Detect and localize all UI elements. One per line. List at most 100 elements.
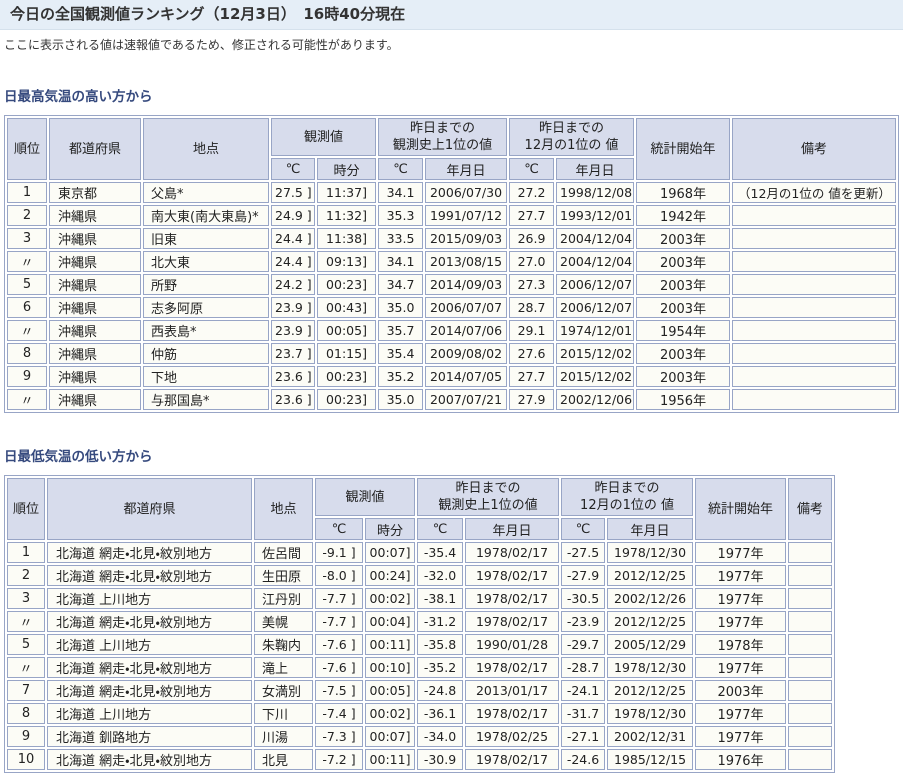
table-cell: 1978年 [695,634,787,655]
table-cell: 35.3 [378,205,424,226]
table-cell: 1954年 [636,320,731,341]
col-header-start-year: 統計開始年 [695,478,787,540]
table-cell: 1977年 [695,726,787,747]
table-cell: 24.9 ] [271,205,315,226]
table-cell: 35.7 [378,320,424,341]
table-cell: 00:07] [365,542,416,563]
table-cell: 2012/12/25 [607,680,694,701]
table-cell: -7.7 ] [315,611,363,632]
table-cell: 北海道 上川地方 [47,634,252,655]
table-cell: 旧東 [143,228,269,249]
table-cell: 2013/08/15 [425,251,508,272]
preliminary-note: ここに表示される値は速報値であるため、修正される可能性があります。 [4,38,399,52]
col-header-remarks: 備考 [788,478,833,540]
col-header-observed-time: 時分 [365,518,416,540]
table-cell: -24.6 [561,749,606,770]
table-cell: 27.3 [509,274,555,295]
table-cell [788,634,833,655]
col-header-record-celsius: ℃ [417,518,464,540]
table-cell: 朱鞠内 [254,634,313,655]
table-cell: 00:11] [365,634,416,655]
table-cell: -9.1 ] [315,542,363,563]
col-header-december-group: 昨日までの 12月の1位の 値 [509,118,635,156]
table-cell: 沖縄県 [49,343,141,364]
col-header-remarks: 備考 [732,118,897,180]
table-cell: 27.5 ] [271,182,315,203]
december-group-line2: 12月の1位の 値 [524,138,619,153]
table-cell: 2006/12/07 [556,274,635,295]
table-cell: 1974/12/01 [556,320,635,341]
table-cell: 1978/02/17 [465,542,560,563]
table-cell: 09:13] [317,251,377,272]
table-cell: 1942年 [636,205,731,226]
table-cell: 2002/12/26 [607,588,694,609]
table-cell [732,389,897,410]
table-cell: 01:15] [317,343,377,364]
table-cell: 00:24] [365,565,416,586]
table-cell: -7.7 ] [315,588,363,609]
table-cell: -27.1 [561,726,606,747]
table-cell: 24.4 ] [271,251,315,272]
table-row: 〃沖縄県 北大東 24.4 ] 09:13] 34.1 2013/08/15 27.0 200… [7,251,897,272]
table-cell [732,320,897,341]
table-cell: 2006/07/30 [425,182,508,203]
table-cell: 35.4 [378,343,424,364]
table-cell: 27.9 [509,389,555,410]
table-cell [732,297,897,318]
table-cell [788,611,833,632]
table-cell [732,366,897,387]
table-cell: -32.0 [417,565,464,586]
table-cell [788,680,833,701]
col-header-record-group: 昨日までの 観測史上1位の値 [417,478,560,516]
table-cell: 1976年 [695,749,787,770]
table-cell [788,749,833,770]
table-row: 2 沖縄県 南大東(南大東島)* 24.9 ] 11:32] 35.3 1991/07/12… [7,205,897,226]
table-cell [788,657,833,678]
table-cell: 2004/12/04 [556,251,635,272]
table-cell: -29.7 [561,634,606,655]
table-cell: 27.7 [509,205,555,226]
table-cell: 沖縄県 [49,320,141,341]
section-heading-daily-min: 日最低気温の低い方から [4,449,153,465]
col-header-prefecture: 都道府県 [47,478,252,540]
table-cell: 南大東(南大東島)* [143,205,269,226]
table-cell: -24.1 [561,680,606,701]
table-cell: 27.2 [509,182,555,203]
table-cell: -27.5 [561,542,606,563]
record-group-line1: 昨日までの [455,481,521,496]
table-cell: 与那国島* [143,389,269,410]
col-header-observed-celsius: ℃ [271,158,315,180]
table-cell: 1978/02/25 [465,726,560,747]
table-cell: 1977年 [695,611,787,632]
table-cell: 10 [7,749,45,770]
table-cell: 2007/07/21 [425,389,508,410]
table-cell: 〃 [7,251,47,272]
table-cell: -7.5 ] [315,680,363,701]
table-cell: 1977年 [695,542,787,563]
table-cell [732,205,897,226]
table-cell: 1978/02/17 [465,588,560,609]
table-row: 5 北海道 上川地方 朱鞠内 -7.6 ] 00:11] -35.8 1990/01/28-… [7,634,833,655]
table-cell: 1978/12/30 [607,542,694,563]
table-row: 〃北海道 網走・北見・紋別地方 滝上 -7.6 ] 00:10] -35.2 1978/0… [7,657,833,678]
page-title-bar: 今日の全国観測値ランキング（12月3日） 16時40分現在 [0,0,903,30]
table-cell: 滝上 [254,657,313,678]
december-group-line1: 昨日までの [539,121,605,136]
table-cell: -7.3 ] [315,726,363,747]
table-cell: -27.9 [561,565,606,586]
table-cell: 北海道 網走・北見・紋別地方 [47,565,252,586]
table-cell: 女満別 [254,680,313,701]
table-cell: -23.9 [561,611,606,632]
table-cell: 西表島* [143,320,269,341]
table-cell: 川湯 [254,726,313,747]
table-cell: -7.4 ] [315,703,363,724]
table-cell: 1 [7,182,47,203]
table-cell: -31.2 [417,611,464,632]
table-cell: 23.6 ] [271,366,315,387]
table-cell: 27.6 [509,343,555,364]
table-cell: 27.7 [509,366,555,387]
table-cell: 00:11] [365,749,416,770]
table-cell: 2012/12/25 [607,565,694,586]
table-cell: 1978/02/17 [465,565,560,586]
table-cell: 2005/12/29 [607,634,694,655]
